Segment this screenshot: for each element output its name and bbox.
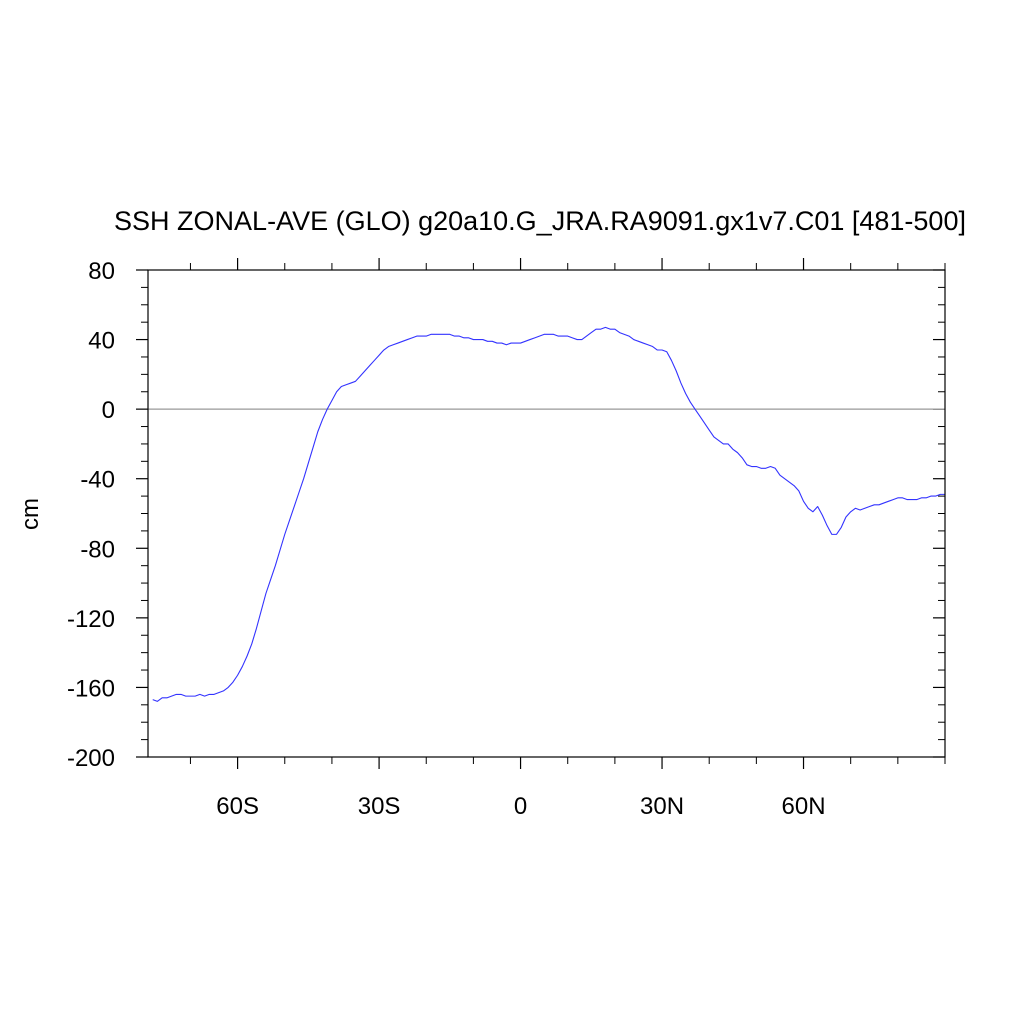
y-tick-label: -160 xyxy=(67,675,115,702)
series-layer xyxy=(152,326,945,702)
x-tick-label: 60N xyxy=(782,793,826,820)
y-tick-label: 80 xyxy=(88,258,115,285)
y-axis-label: cm xyxy=(17,498,44,530)
y-tick-label: 0 xyxy=(102,397,115,424)
x-tick-label: 30S xyxy=(358,793,401,820)
ssh-series-line xyxy=(152,326,945,702)
x-tick-label: 60S xyxy=(216,793,259,820)
y-tick-label: -40 xyxy=(80,467,115,494)
minor-ticks xyxy=(141,263,946,764)
y-tick-label: -80 xyxy=(80,536,115,563)
tick-labels: 60S 30S 0 30N 60N 80 40 0 -40 -80 -120 -160 -200 xyxy=(67,258,826,820)
chart-title: SSH ZONAL-AVE (GLO) g20a10.G_JRA.RA9091.… xyxy=(114,206,966,236)
plot-frame xyxy=(147,269,946,758)
major-ticks xyxy=(136,258,945,769)
y-tick-label: -200 xyxy=(67,745,115,772)
x-tick-label: 0 xyxy=(514,793,527,820)
x-tick-label: 30N xyxy=(640,793,684,820)
y-tick-label: -120 xyxy=(67,606,115,633)
y-tick-label: 40 xyxy=(88,328,115,355)
